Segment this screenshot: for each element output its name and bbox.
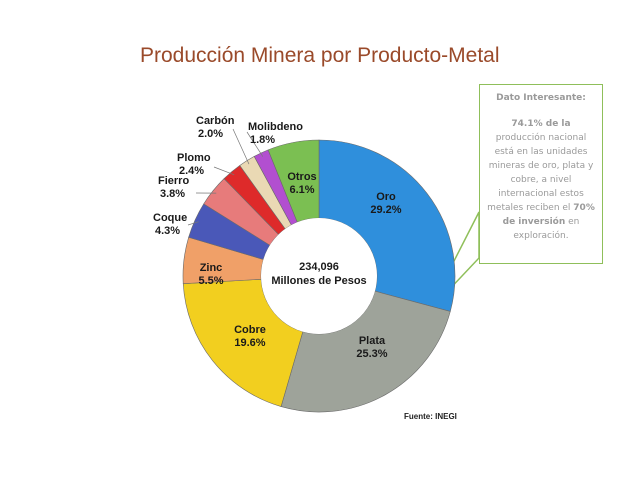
chart-source: Fuente: INEGI: [404, 412, 457, 421]
slice-name-otros: Otros: [287, 171, 316, 183]
callout-highlight-1: 74.1% de la: [511, 119, 571, 129]
callout-text: 74.1% de la producción nacional está en …: [486, 117, 596, 243]
slice-name-plata: Plata: [359, 335, 386, 347]
callout-box: Dato Interesante: 74.1% de la producción…: [479, 84, 603, 264]
slice-value-carbón: 2.0%: [198, 128, 223, 140]
leader-line-molibdeno: [246, 131, 264, 157]
leader-line-coque: [187, 221, 199, 226]
slice-name-fierro: Fierro: [158, 175, 189, 187]
slice-value-fierro: 3.8%: [160, 188, 185, 200]
center-value-label: 234,096: [299, 261, 339, 273]
leader-line-plomo: [213, 166, 235, 176]
callout-heading: Dato Interesante:: [496, 93, 586, 103]
callout-body-2: en exploración.: [513, 217, 580, 241]
slice-value-plomo: 2.4%: [179, 165, 204, 177]
center-unit-label: Millones de Pesos: [271, 275, 366, 287]
slice-name-carbón: Carbón: [196, 115, 235, 127]
slice-value-plata: 25.3%: [356, 348, 387, 360]
callout-body-1: producción nacional está en las unidades…: [487, 133, 594, 213]
slice-value-oro: 29.2%: [370, 204, 401, 216]
slice-value-zinc: 5.5%: [198, 275, 223, 287]
callout-highlight-2: 70% de inversión: [502, 203, 595, 227]
slice-value-otros: 6.1%: [289, 184, 314, 196]
slice-name-plomo: Plomo: [177, 152, 211, 164]
slice-name-cobre: Cobre: [234, 324, 266, 336]
donut-hole: [261, 218, 377, 334]
slice-name-oro: Oro: [376, 191, 396, 203]
chart-title: Producción Minera por Producto-Metal: [140, 44, 500, 67]
slice-name-molibdeno: Molibdeno: [248, 121, 303, 133]
slice-name-zinc: Zinc: [200, 262, 223, 274]
slice-value-coque: 4.3%: [155, 225, 180, 237]
slice-value-cobre: 19.6%: [234, 337, 265, 349]
slice-value-molibdeno: 1.8%: [250, 134, 275, 146]
leader-line-carbón: [232, 128, 250, 165]
slice-name-coque: Coque: [153, 212, 187, 224]
